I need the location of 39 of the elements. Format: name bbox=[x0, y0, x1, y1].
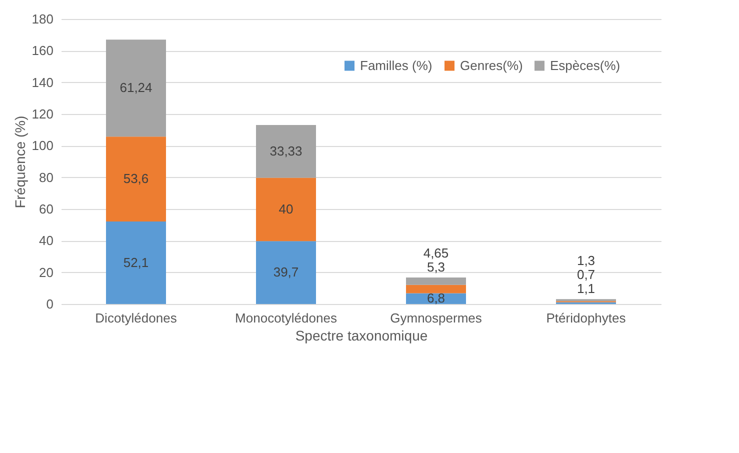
data-label: 53,6 bbox=[123, 171, 149, 186]
bar bbox=[406, 284, 466, 294]
bar bbox=[106, 136, 166, 222]
data-label: 40 bbox=[278, 201, 294, 216]
x-tick-label: Monocotylédones bbox=[235, 310, 338, 326]
data-label: 1,1 bbox=[576, 281, 596, 296]
y-tick-label: 80 bbox=[39, 170, 54, 185]
y-tick-label: 120 bbox=[32, 106, 54, 122]
legend-label: Genres(%) bbox=[460, 58, 523, 73]
legend-label: Familles (%) bbox=[360, 58, 432, 73]
data-label: 6,8 bbox=[426, 290, 446, 306]
y-tick-label: 20 bbox=[39, 264, 54, 280]
x-tick-label: Gymnospermes bbox=[390, 310, 482, 326]
data-label: 1,3 bbox=[576, 253, 596, 268]
bar bbox=[256, 125, 316, 178]
data-label: 0,7 bbox=[576, 267, 596, 282]
y-tick-label: 0 bbox=[46, 296, 54, 312]
y-tick-label: 60 bbox=[39, 202, 54, 216]
x-axis-title: Spectre taxonomique bbox=[295, 328, 428, 344]
data-label: 61,24 bbox=[120, 80, 152, 96]
bar bbox=[256, 178, 316, 242]
x-tick-label: Dicotylédones bbox=[95, 310, 178, 326]
data-label: 5,3 bbox=[426, 259, 446, 274]
y-tick-label: 100 bbox=[32, 138, 54, 154]
bar bbox=[106, 222, 166, 304]
data-label: 52,1 bbox=[123, 254, 149, 270]
y-axis-title: Fréquence (%) bbox=[12, 116, 28, 208]
x-tick-label: Ptéridophytes bbox=[546, 310, 626, 326]
bar bbox=[106, 40, 166, 137]
legend-label: Espèces(%) bbox=[550, 58, 620, 73]
bar bbox=[256, 241, 316, 304]
data-label: 39,7 bbox=[273, 264, 299, 280]
y-tick-label: 160 bbox=[32, 43, 54, 58]
y-tick-label: 40 bbox=[39, 233, 54, 248]
y-tick-label: 140 bbox=[32, 74, 54, 90]
data-label: 33,33 bbox=[270, 143, 302, 158]
bar bbox=[406, 277, 466, 285]
y-tick-label: 180 bbox=[32, 12, 54, 26]
data-label: 4,65 bbox=[423, 245, 449, 260]
